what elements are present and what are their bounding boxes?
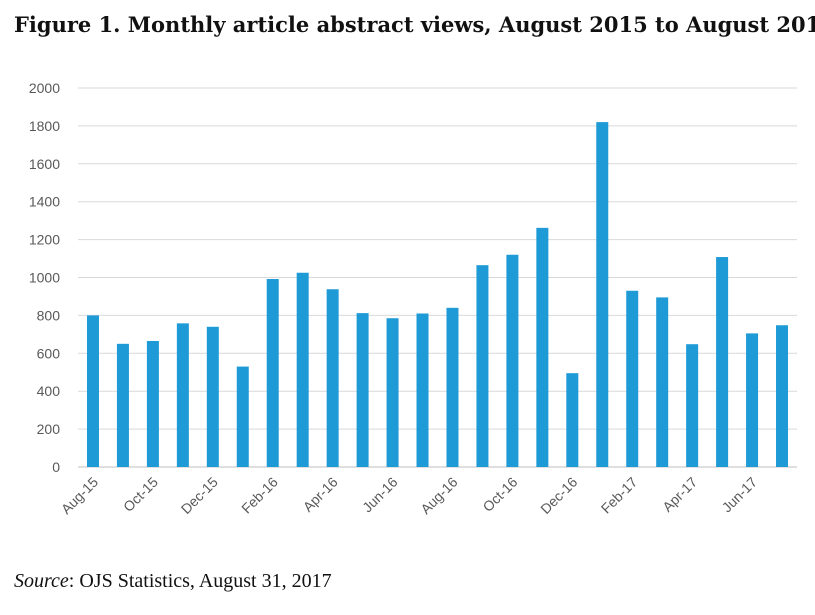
x-tick-label: Jun-17 bbox=[719, 474, 761, 516]
y-tick-label: 1000 bbox=[29, 270, 60, 286]
bar-apr-17 bbox=[686, 344, 699, 467]
figure-source: Source: OJS Statistics, August 31, 2017 bbox=[14, 570, 332, 593]
bar-feb-16 bbox=[266, 279, 279, 467]
x-tick-label: Aug-15 bbox=[58, 474, 101, 517]
bar-jan-16 bbox=[236, 366, 249, 467]
x-tick-label: Oct-15 bbox=[120, 474, 161, 515]
bar-dec-16 bbox=[566, 373, 579, 467]
x-tick-label: Dec-16 bbox=[537, 474, 580, 517]
x-tick-label: Apr-17 bbox=[659, 474, 700, 515]
bar-apr-16 bbox=[326, 289, 339, 467]
bar-sep-16 bbox=[476, 265, 489, 467]
y-tick-label: 1400 bbox=[29, 194, 60, 210]
y-tick-label: 400 bbox=[37, 383, 61, 399]
y-axis-tick-labels: 0 200 400 600 800 1000 1200 1400 1600 1800 2000 bbox=[29, 80, 60, 475]
bar-nov-15 bbox=[176, 323, 189, 467]
bar-jul-17 bbox=[776, 325, 789, 467]
bar-jun-16 bbox=[386, 318, 399, 467]
x-tick-label: Jun-16 bbox=[359, 474, 401, 516]
bar-may-17 bbox=[716, 257, 729, 467]
bar-chart: 0 200 400 600 800 1000 1200 1400 1600 1800 2000 Au… bbox=[29, 80, 797, 517]
bar-oct-15 bbox=[146, 340, 159, 467]
bar-feb-17 bbox=[626, 290, 639, 467]
y-tick-label: 200 bbox=[37, 421, 61, 437]
x-axis-tick-labels: Aug-15 Oct-15 Dec-15 Feb-16 Apr-16 Jun-16 Aug-… bbox=[58, 474, 760, 517]
bar-jun-17 bbox=[746, 333, 759, 467]
source-text: : OJS Statistics, August 31, 2017 bbox=[68, 570, 332, 592]
bar-aug-15 bbox=[86, 315, 99, 467]
bar-jul-16 bbox=[416, 313, 429, 467]
gridlines bbox=[78, 87, 797, 468]
y-tick-label: 1200 bbox=[29, 232, 60, 248]
y-tick-label: 0 bbox=[52, 459, 60, 475]
y-tick-label: 600 bbox=[37, 345, 61, 361]
y-tick-label: 1800 bbox=[29, 118, 60, 134]
source-label: Source bbox=[14, 570, 69, 592]
x-tick-label: Aug-16 bbox=[417, 474, 460, 517]
y-tick-label: 800 bbox=[37, 307, 61, 323]
bars bbox=[86, 122, 789, 468]
bar-jan-17 bbox=[596, 122, 609, 468]
figure-title: Figure 1. Monthly article abstract views… bbox=[14, 12, 815, 37]
y-tick-label: 2000 bbox=[29, 80, 60, 96]
x-tick-label: Apr-16 bbox=[300, 474, 341, 515]
x-tick-label: Dec-15 bbox=[178, 474, 221, 517]
bar-oct-16 bbox=[506, 254, 519, 467]
bar-aug-16 bbox=[446, 307, 459, 467]
y-tick-label: 1600 bbox=[29, 156, 60, 172]
bar-mar-16 bbox=[296, 272, 309, 467]
bar-may-16 bbox=[356, 313, 369, 467]
bar-nov-16 bbox=[536, 227, 549, 467]
x-tick-label: Feb-17 bbox=[598, 474, 641, 517]
bar-sep-15 bbox=[116, 343, 129, 467]
x-tick-label: Feb-16 bbox=[238, 474, 281, 517]
bar-dec-15 bbox=[206, 326, 219, 467]
x-tick-label: Oct-16 bbox=[479, 474, 520, 515]
bar-mar-17 bbox=[656, 297, 669, 467]
